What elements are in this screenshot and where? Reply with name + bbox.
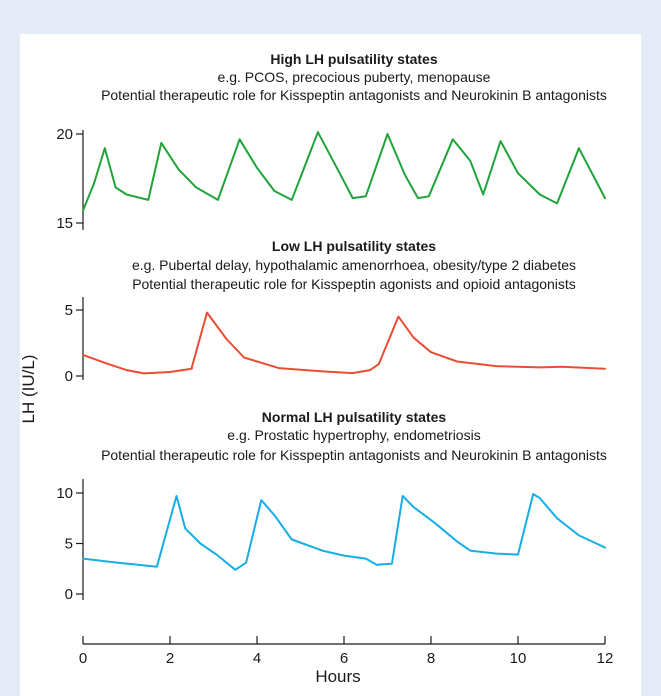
normal-panel-title: Normal LH pulsatility states <box>262 409 447 425</box>
low-panel-note: Potential therapeutic role for Kisspepti… <box>132 276 576 292</box>
plot-layer: 20 15 5 0 10 5 0 0 2 4 6 8 10 12 <box>56 126 613 667</box>
normal-y-tick-label: 0 <box>65 586 73 603</box>
x-tick-label: 4 <box>253 650 261 667</box>
low-y-tick-label: 5 <box>65 302 73 319</box>
low-series-line <box>82 311 606 375</box>
normal-series-line <box>82 493 606 571</box>
low-y-tick-label: 0 <box>65 368 73 385</box>
x-tick-label: 6 <box>340 650 348 667</box>
high-y-tick-label: 20 <box>56 126 73 143</box>
normal-panel-note: Potential therapeutic role for Kisspepti… <box>101 447 607 463</box>
low-panel-title: Low LH pulsatility states <box>272 238 436 254</box>
normal-y-tick-label: 5 <box>65 536 73 553</box>
high-panel-note: Potential therapeutic role for Kisspepti… <box>101 87 607 103</box>
y-axis-title: LH (IU/L) <box>20 355 38 424</box>
x-tick-label: 2 <box>166 650 174 667</box>
high-panel-subtitle: e.g. PCOS, precocious puberty, menopause <box>218 69 491 85</box>
normal-y-tick-label: 10 <box>56 485 73 502</box>
lh-pulsatility-chart: High LH pulsatility states e.g. PCOS, pr… <box>20 51 613 686</box>
figure-panel: High LH pulsatility states e.g. PCOS, pr… <box>20 34 641 696</box>
x-axis-title: Hours <box>315 667 360 686</box>
x-tick-label: 10 <box>510 650 527 667</box>
high-y-tick-label: 15 <box>56 215 73 232</box>
x-tick-label: 8 <box>427 650 435 667</box>
x-tick-label: 12 <box>597 650 614 667</box>
normal-panel-subtitle: e.g. Prostatic hypertrophy, endometriosi… <box>227 427 480 443</box>
low-panel-subtitle: e.g. Pubertal delay, hypothalamic amenor… <box>132 257 576 273</box>
x-tick-label: 0 <box>79 650 87 667</box>
high-panel-title: High LH pulsatility states <box>270 51 437 67</box>
high-series-line <box>82 131 606 212</box>
